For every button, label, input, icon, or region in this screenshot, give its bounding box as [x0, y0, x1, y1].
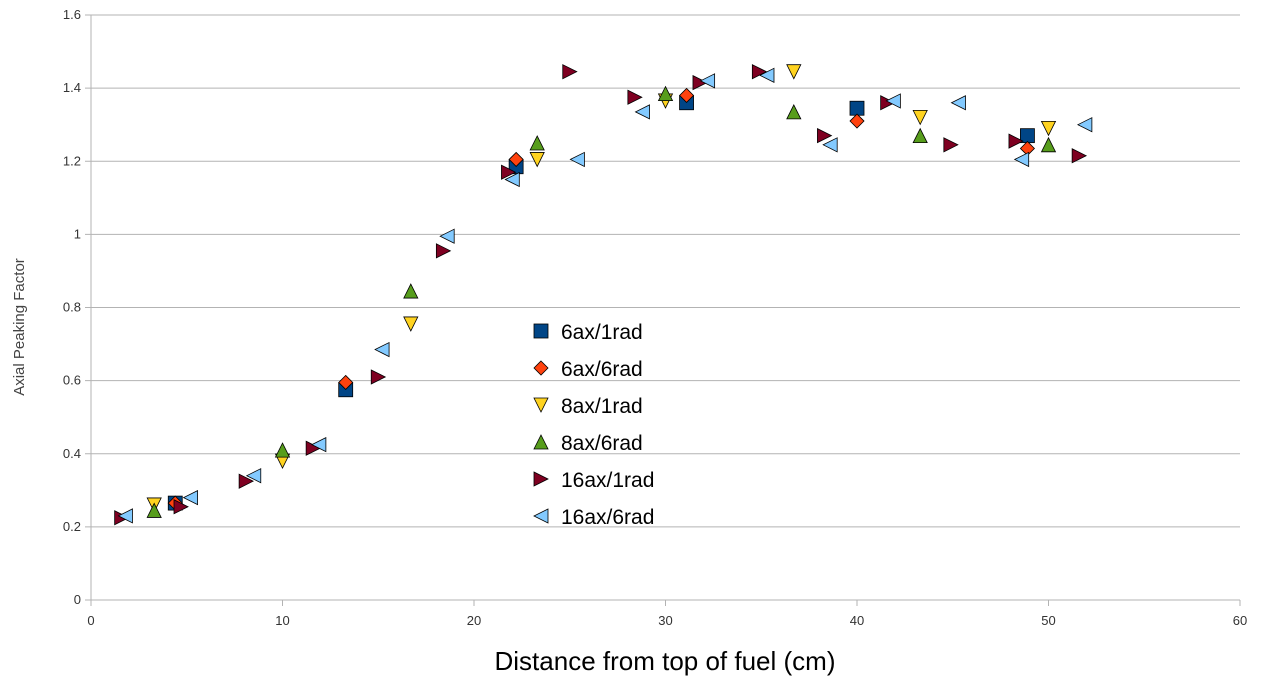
y-tick-label: 1	[74, 226, 81, 241]
data-point	[885, 93, 901, 109]
legend-item: 8ax/6rad	[533, 432, 643, 455]
y-tick-label: 1.4	[63, 80, 81, 95]
data-point	[1071, 148, 1088, 164]
data-point	[880, 95, 896, 111]
legend-item: 16ax/1rad	[533, 469, 654, 492]
data-point	[403, 283, 419, 299]
y-tick-label: 0.4	[63, 446, 81, 461]
x-tick-label: 40	[850, 613, 864, 628]
data-point	[338, 374, 354, 391]
series-1	[167, 87, 1036, 511]
y-tick-label: 0.6	[63, 373, 81, 388]
data-point	[912, 109, 928, 126]
data-point	[146, 502, 162, 518]
x-tick-label: 0	[87, 613, 94, 628]
data-point	[849, 113, 865, 129]
data-point	[692, 74, 708, 91]
legend-label: 8ax/6rad	[561, 432, 643, 455]
data-point	[1008, 133, 1024, 149]
y-tick-label: 1.6	[63, 7, 81, 22]
data-point	[822, 137, 838, 153]
legend-marker	[533, 471, 549, 487]
data-point	[238, 473, 255, 489]
data-point	[374, 341, 390, 358]
legend-item: 16ax/6rad	[533, 506, 654, 529]
data-point	[1013, 151, 1030, 168]
legend-marker	[533, 397, 549, 413]
y-tick-label: 1.2	[63, 153, 81, 168]
data-point	[751, 64, 768, 80]
data-point	[274, 442, 291, 458]
x-tick-label: 20	[467, 613, 481, 628]
x-tick-labels: 0 10 20 30 40 50 60	[87, 600, 1247, 628]
y-tick-label: 0.2	[63, 519, 81, 534]
legend-item: 6ax/6rad	[533, 358, 643, 381]
series-3	[146, 85, 1057, 518]
data-point	[435, 243, 452, 259]
legend-marker	[533, 323, 549, 339]
data-point	[403, 316, 419, 332]
legend-label: 6ax/6rad	[561, 358, 643, 381]
data-point	[912, 127, 928, 144]
data-point	[657, 85, 674, 102]
legend-label: 8ax/1rad	[561, 395, 643, 418]
data-point	[786, 64, 802, 80]
legend-label: 6ax/1rad	[561, 321, 643, 344]
legend-marker	[533, 508, 549, 524]
x-tick-label: 50	[1041, 613, 1055, 628]
legend-marker	[533, 360, 549, 376]
data-point	[569, 151, 585, 168]
data-point	[678, 87, 695, 104]
legend-label: 16ax/6rad	[561, 506, 654, 529]
y-tick-label: 0	[74, 592, 81, 607]
data-point	[1040, 136, 1057, 153]
x-tick-label: 60	[1233, 613, 1247, 628]
data-point	[634, 104, 650, 120]
data-point	[529, 152, 545, 168]
data-point	[508, 151, 524, 167]
x-axis-title: Distance from top of fuel (cm)	[495, 646, 836, 676]
data-point	[182, 489, 198, 506]
data-point	[370, 369, 387, 385]
series-4	[114, 64, 1088, 526]
data-point	[529, 135, 545, 151]
data-point	[849, 100, 865, 116]
data-point	[562, 64, 578, 80]
data-point	[245, 468, 262, 484]
series-5	[117, 67, 1093, 524]
data-point	[1040, 120, 1057, 137]
data-series	[114, 64, 1093, 526]
data-point	[501, 164, 517, 180]
data-point	[117, 508, 133, 524]
data-point	[943, 137, 959, 153]
y-axis-title: Axial Peaking Factor	[11, 258, 28, 396]
legend-marker	[533, 434, 549, 450]
data-point	[950, 95, 966, 111]
data-point	[627, 89, 643, 105]
data-point	[817, 128, 833, 144]
data-point	[759, 67, 775, 83]
data-point	[310, 436, 327, 453]
y-tick-label: 0.8	[63, 300, 81, 315]
data-point	[786, 103, 802, 120]
y-tick-labels: 0 0.2 0.4 0.6 0.8 1 1.2 1.4 1.6	[63, 7, 91, 607]
legend-item: 8ax/1rad	[533, 395, 643, 418]
legend: 6ax/1rad 6ax/6rad 8ax/1rad 8ax/6rad 16ax/1ra…	[533, 321, 654, 529]
data-point	[1076, 117, 1093, 133]
data-point	[504, 171, 520, 188]
legend-label: 16ax/1rad	[561, 469, 654, 492]
x-tick-label: 30	[658, 613, 672, 628]
x-tick-label: 10	[275, 613, 289, 628]
legend-item: 6ax/1rad	[533, 321, 643, 344]
data-point	[173, 499, 189, 515]
data-point	[699, 73, 716, 89]
data-point	[439, 228, 455, 244]
